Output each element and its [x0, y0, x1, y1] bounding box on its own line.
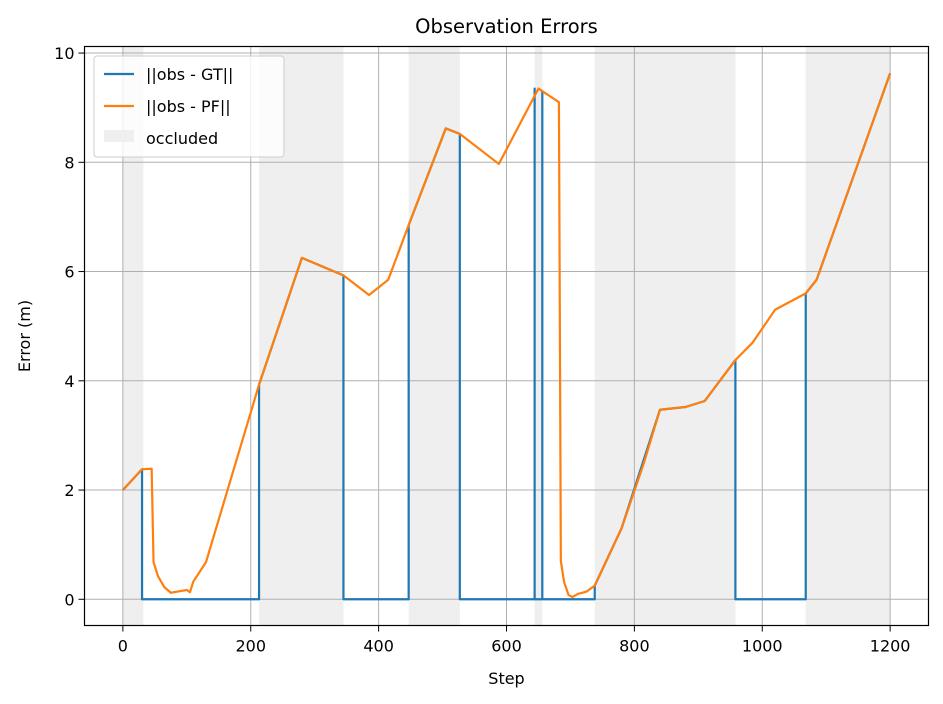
- x-tick-label: 200: [235, 637, 266, 656]
- x-tick-label: 400: [363, 637, 394, 656]
- y-axis-label: Error (m): [15, 300, 34, 372]
- legend-label-occluded: occluded: [146, 129, 218, 148]
- x-tick-label: 1200: [870, 637, 911, 656]
- x-tick-label: 0: [118, 637, 128, 656]
- occluded-band: [805, 46, 891, 626]
- legend-box: [93, 55, 285, 158]
- y-tick-label: 8: [64, 153, 74, 172]
- y-tick-label: 6: [64, 263, 74, 282]
- y-tick-label: 4: [64, 372, 74, 391]
- x-tick-label: 600: [491, 637, 522, 656]
- x-axis-ticks: 0 200 400 600 800 1000 1200: [118, 625, 911, 656]
- y-axis-ticks: 0 2 4 6 8 10: [54, 44, 85, 609]
- y-tick-label: 2: [64, 481, 74, 500]
- chart-title: Observation Errors: [415, 15, 598, 38]
- legend-label-gt: ||obs - GT||: [146, 65, 233, 84]
- x-tick-label: 1000: [742, 637, 783, 656]
- legend: ||obs - GT|| ||obs - PF|| occluded: [93, 55, 285, 158]
- occluded-band: [408, 46, 460, 626]
- x-axis-label: Step: [488, 669, 524, 688]
- y-tick-label: 10: [54, 44, 74, 63]
- occlusion-bands: [122, 46, 891, 626]
- occluded-band: [122, 46, 144, 626]
- occluded-band: [534, 46, 543, 626]
- series-line-obs-pf: [122, 72, 892, 599]
- legend-label-pf: ||obs - PF||: [146, 97, 231, 116]
- occluded-band: [594, 46, 736, 626]
- series-lines: [122, 72, 892, 601]
- legend-swatch-occluded: [104, 130, 134, 142]
- y-tick-label: 0: [64, 590, 74, 609]
- x-tick-label: 800: [619, 637, 650, 656]
